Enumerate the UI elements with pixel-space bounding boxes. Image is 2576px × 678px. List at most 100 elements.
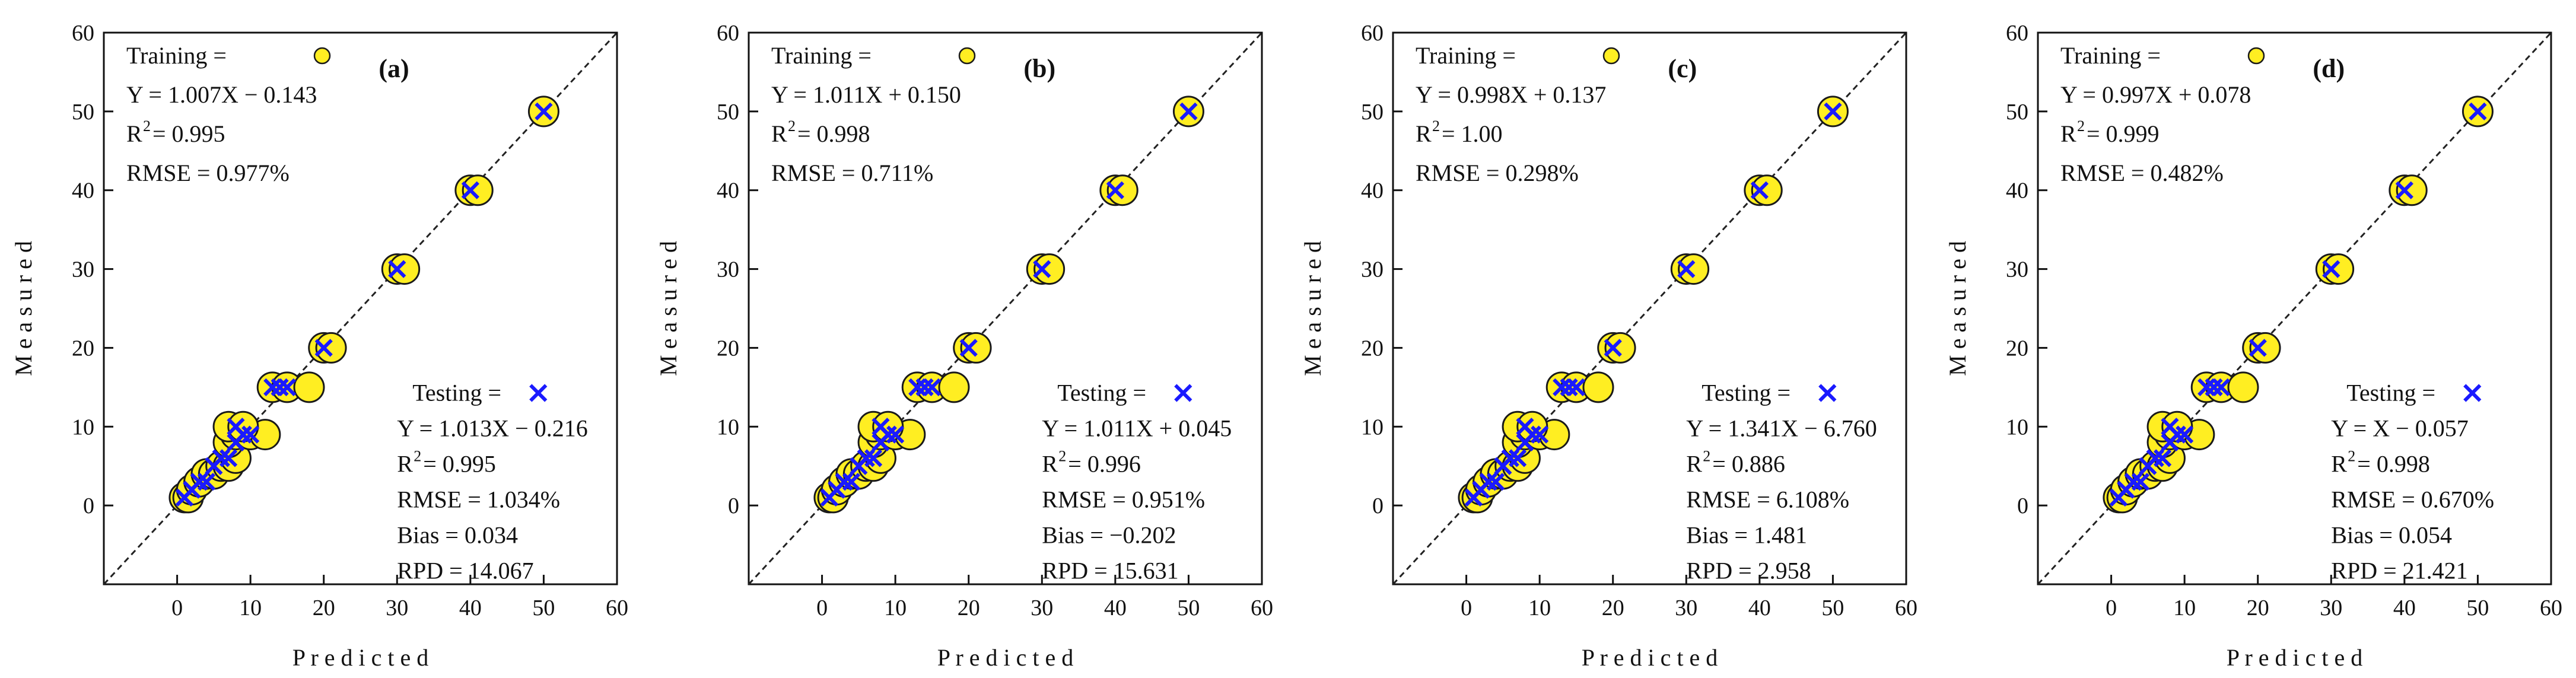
- testing-point: [2131, 473, 2150, 491]
- training-point: [1033, 253, 1066, 285]
- training-point: [293, 371, 325, 403]
- y-axis-label: M e a s u r e d: [10, 241, 37, 376]
- x-tick-label: 30: [2320, 596, 2342, 620]
- testing-point: [2146, 449, 2164, 467]
- plot-frame: [748, 31, 1263, 585]
- r-squared-superscript: 2: [788, 117, 796, 135]
- testing-point: [1567, 378, 1586, 396]
- testing-point: [1516, 418, 1534, 436]
- x-tick-label: 20: [958, 596, 980, 620]
- training-point: [1678, 253, 1710, 285]
- y-tick-label: 40: [1361, 179, 1384, 203]
- y-tick-label: 60: [1361, 21, 1384, 46]
- training-legend-label: Training =: [1416, 42, 1516, 69]
- panel-label: (b): [1023, 54, 1055, 83]
- y-tick-label: 50: [2006, 100, 2028, 125]
- testing-point: [197, 473, 216, 491]
- x-tick-label: 60: [2540, 596, 2562, 620]
- training-stat-line: RMSE = 0.298%: [1416, 160, 1579, 186]
- y-tick-label: 40: [717, 179, 739, 203]
- training-legend-marker: [313, 47, 331, 65]
- y-tick-label: 30: [717, 257, 739, 282]
- testing-point: [835, 473, 853, 491]
- testing-stat-line: = 0.995: [423, 450, 496, 477]
- y-tick-label: 60: [2006, 21, 2028, 46]
- x-axis-label: P r e d i c t e d: [937, 644, 1074, 671]
- x-axis-label: P r e d i c t e d: [292, 644, 429, 671]
- testing-point: [864, 449, 883, 467]
- x-tick-label: 60: [606, 596, 628, 620]
- testing-stat-line: RPD = 21.421: [2331, 557, 2467, 584]
- testing-stat-line: RPD = 2.958: [1686, 557, 1811, 584]
- y-tick-label: 60: [717, 21, 739, 46]
- x-tick-label: 60: [1251, 596, 1273, 620]
- testing-stat-line: RMSE = 1.034%: [397, 486, 560, 513]
- testing-point: [2322, 260, 2340, 278]
- r-squared-symbol: R: [1416, 120, 1432, 147]
- r-squared-superscript: 2: [1703, 447, 1710, 464]
- testing-point: [1824, 102, 1842, 120]
- x-tick-label: 40: [1104, 596, 1127, 620]
- testing-point: [219, 449, 238, 467]
- training-point: [315, 332, 347, 364]
- x-tick-label: 50: [532, 596, 555, 620]
- plot-frame: [1392, 31, 1907, 585]
- r-squared-superscript: 2: [143, 117, 151, 135]
- testing-stat-line: RPD = 15.631: [1042, 557, 1178, 584]
- training-point: [960, 332, 992, 364]
- testing-stat-line: Y = 1.341X − 6.760: [1686, 415, 1877, 441]
- x-tick-label: 30: [1675, 596, 1697, 620]
- training-legend-marker: [958, 47, 976, 65]
- testing-point: [2153, 449, 2172, 467]
- testing-point: [872, 418, 890, 436]
- x-tick-label: 50: [1177, 596, 1200, 620]
- r-squared-symbol: R: [126, 120, 142, 147]
- testing-legend-marker: [1818, 384, 1837, 402]
- testing-point: [1560, 378, 1578, 396]
- training-stat-line: Y = 1.007X − 0.143: [126, 81, 317, 108]
- training-point: [389, 253, 421, 285]
- x-tick-label: 20: [313, 596, 335, 620]
- r-squared-superscript: 2: [2077, 117, 2085, 135]
- testing-point: [842, 473, 861, 491]
- training-stat-line: RMSE = 0.711%: [771, 160, 933, 186]
- testing-point: [1479, 473, 1497, 491]
- y-axis-label: M e a s u r e d: [1299, 241, 1326, 376]
- testing-legend-label: Testing =: [412, 379, 501, 406]
- testing-point: [2176, 425, 2194, 444]
- testing-stat-line: Y = 1.013X − 0.216: [397, 415, 587, 441]
- r-squared-superscript: 2: [1058, 447, 1066, 464]
- testing-point: [2205, 378, 2223, 396]
- testing-point: [1677, 260, 1696, 278]
- y-tick-label: 10: [717, 415, 739, 440]
- y-axis-label: M e a s u r e d: [1944, 241, 1971, 376]
- scatter-panel-a: 0 10 20 30 40 50 60 0 10 20 30 40 50 60 P r e d i c t …: [10, 21, 628, 671]
- y-tick-label: 40: [72, 179, 94, 203]
- testing-stat-line: Bias = −0.202: [1042, 521, 1176, 548]
- testing-stat-line: = 0.998: [2357, 450, 2430, 477]
- training-point: [1604, 332, 1636, 364]
- testing-legend-label: Testing =: [2346, 379, 2435, 406]
- panel-label: (d): [2313, 54, 2345, 83]
- testing-point: [241, 425, 260, 444]
- training-point: [1751, 174, 1783, 206]
- x-tick-label: 20: [1602, 596, 1624, 620]
- testing-stat-line: Bias = 0.034: [397, 521, 518, 548]
- testing-stat-line: RMSE = 0.951%: [1042, 486, 1205, 513]
- y-tick-label: 0: [1372, 494, 1384, 518]
- r-squared-symbol: R: [397, 450, 413, 477]
- testing-point: [1531, 425, 1549, 444]
- y-tick-label: 10: [2006, 415, 2028, 440]
- x-axis-label: P r e d i c t e d: [1582, 644, 1718, 671]
- training-stat-line: = 0.998: [797, 120, 870, 147]
- training-stat-line: Y = 1.011X + 0.150: [771, 81, 961, 108]
- x-tick-label: 40: [1748, 596, 1771, 620]
- training-stat-line: RMSE = 0.482%: [2060, 160, 2224, 186]
- testing-stat-line: RMSE = 6.108%: [1686, 486, 1849, 513]
- training-point: [2227, 371, 2259, 403]
- testing-point: [915, 378, 934, 396]
- y-tick-label: 0: [83, 494, 94, 518]
- testing-stat-line: = 0.886: [1712, 450, 1785, 477]
- testing-point: [227, 418, 245, 436]
- testing-legend-marker: [1174, 384, 1192, 402]
